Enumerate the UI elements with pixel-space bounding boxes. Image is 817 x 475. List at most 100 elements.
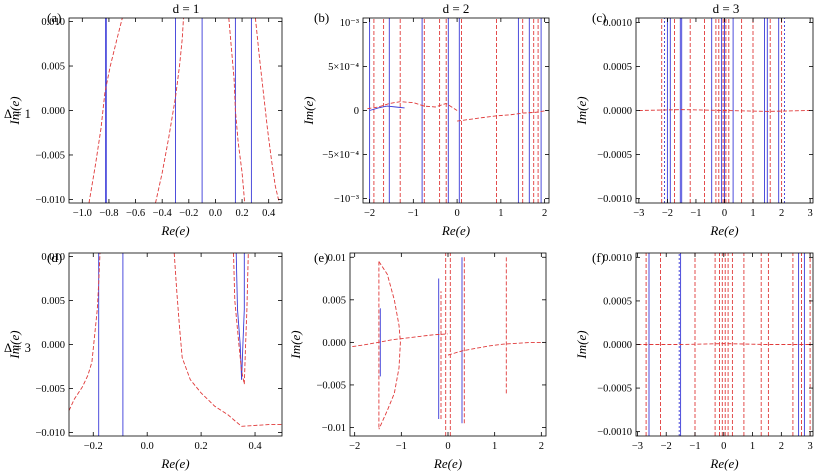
series-red-line [637,343,811,345]
y-tick-label: 0.0000 [603,340,632,351]
x-tick-label: 1 [498,208,503,219]
panel-f: −3 −2 −1 0 1 2 3 −0.0010 −0.0005 0.0000 0.0005 0.00… [574,250,814,471]
x-tick-label: 0 [445,441,450,452]
x-tick-label: 3 [808,208,813,219]
plot-frame [349,252,547,437]
series-red-line [457,110,547,122]
x-tick-label: 0.2 [195,441,208,452]
y-axis-label: Im(e) [7,330,22,359]
panel-a-series [88,18,280,203]
y-axis-label: Im(e) [574,330,589,359]
x-axis-label: Re(e) [160,223,189,238]
y-tick-label: 0.0005 [603,62,632,73]
x-tick-label: −1.0 [73,208,92,219]
x-axis-label: Re(e) [433,456,462,471]
x-tick-label: −1 [690,208,701,219]
plot-frame [362,17,550,204]
y-tick-label: 5×10⁻⁴ [328,62,359,73]
column-title-3: d = 3 [713,1,740,16]
y-tick-label: −0.0005 [597,384,632,395]
x-tick-label: −1 [689,441,700,452]
plot-frame [68,252,283,437]
y-tick-label: 0.01 [328,253,346,264]
x-tick-label: −0.4 [153,208,173,219]
x-tick-label: 0.2 [236,208,249,219]
x-tick-label: 0.4 [248,441,262,452]
panel-d: −0.2 0.0 0.2 0.4 −0.010 −0.005 0.000 0.005 0.010… [7,250,283,471]
x-tick-label: −0.6 [126,208,145,219]
row-label-2: Δ = 3 [4,341,31,355]
x-tick-label: 0.0 [209,208,222,219]
panel-letter: (d) [47,250,62,265]
series-red-line [447,341,544,356]
x-axis-label: Re(e) [160,456,189,471]
panel-letter: (e) [314,250,328,265]
y-tick-label: 0.0010 [603,18,632,29]
panel-c: −3 −2 −1 0 1 2 3 −0.0010 −0.0005 0.0000 0.0005 0.00… [574,10,814,238]
y-tick-label: −0.0010 [597,427,632,438]
series-red-line [367,101,458,111]
x-tick-label: 2 [779,208,784,219]
column-title-2: d = 2 [443,1,470,16]
panel-b: −2 −1 0 1 2 −10⁻³ −5×10⁻⁴ 0 5×10⁻⁴ 10⁻³ Re(e) Im(e)… [301,10,550,238]
y-axis-label: Im(e) [574,96,589,125]
x-tick-label: −1 [408,208,419,219]
x-tick-label: 0 [454,208,459,219]
y-tick-label: 0.010 [41,17,65,28]
x-tick-label: −3 [633,208,644,219]
series-blue-line [369,105,405,111]
y-tick-label: 0 [354,106,359,117]
x-tick-label: −2 [349,441,360,452]
series-red-line [69,253,101,411]
y-tick-label: 0.005 [41,296,65,307]
panels: −1.0 −0.8 −0.6 −0.4 −0.2 0.0 0.2 0.4−0.010−0.00… [7,10,814,471]
panel-f-series [637,253,811,436]
y-tick-label: −0.0005 [597,150,632,161]
y-axis-label: Im(e) [288,330,303,359]
x-tick-label: −0.2 [179,208,198,219]
y-tick-label: −0.005 [316,380,346,391]
y-tick-label: 0.0005 [603,296,632,307]
series-red-line [254,18,280,203]
x-axis-label: Re(e) [709,456,738,471]
y-tick-label: −0.005 [35,150,65,161]
y-tick-label: 0.005 [322,295,346,306]
x-tick-label: 3 [807,441,812,452]
x-tick-label: 2 [779,441,784,452]
series-red-line [243,253,249,385]
series-red-line [155,18,184,203]
series-red-line [233,253,245,385]
series-red-line [378,261,401,430]
y-tick-label: −0.010 [35,195,65,206]
y-tick-label: −0.010 [35,428,65,439]
panel-letter: (c) [592,10,606,25]
panel-e: −2 −1 0 1 2 −0.01 −0.005 0.000 0.005 0.01 Re(e) Im(… [288,250,547,471]
x-tick-label: 0.0 [141,441,154,452]
y-tick-label: 0.000 [41,106,65,117]
y-tick-label: −0.01 [322,423,346,434]
x-tick-label: 0 [722,208,727,219]
x-tick-label: 0.4 [262,208,276,219]
y-tick-label: −10⁻³ [334,194,359,205]
y-tick-label: 0.000 [41,340,65,351]
series-red-line [352,333,449,348]
y-axis-label: Im(e) [7,96,22,125]
series-blue-line [241,253,245,380]
y-tick-label: −0.005 [35,384,65,395]
panel-letter: (a) [47,10,61,25]
panel-letter: (b) [314,10,329,25]
panel-letter: (f) [592,250,605,265]
panel-a: −1.0 −0.8 −0.6 −0.4 −0.2 0.0 0.2 0.4 −0.010 −0.00… [7,10,283,238]
x-tick-label: 1 [492,441,497,452]
x-tick-label: −2 [662,208,673,219]
panel-d-series [69,253,282,436]
x-tick-label: −1 [396,441,407,452]
y-tick-label: 0.0010 [603,253,632,264]
panel-e-series [352,253,544,436]
y-tick-label: 0.000 [322,338,346,349]
x-axis-label: Re(e) [709,223,738,238]
x-tick-label: 2 [539,441,544,452]
y-tick-label: 0.010 [41,252,65,263]
panel-b-series [367,18,547,203]
